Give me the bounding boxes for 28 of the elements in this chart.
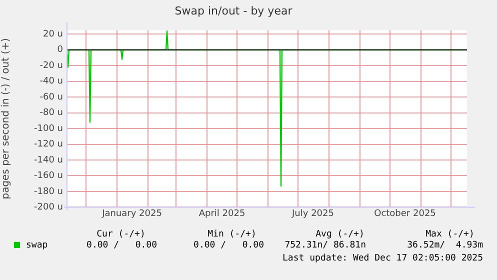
y-tick-label: -80 u [40, 108, 63, 118]
x-tick-label: April 2025 [198, 208, 246, 219]
y-tick-label: -20 u [40, 60, 63, 71]
legend-label: swap [26, 240, 48, 250]
y-tick-label: -120 u [34, 140, 63, 150]
y-tick-label: -160 u [34, 171, 63, 182]
y-tick-label: -140 u [34, 155, 63, 166]
y-tick-label: -180 u [34, 186, 63, 197]
y-axis-title: pages per second in (-) / out (+) [0, 38, 12, 200]
text: 0.00 / 0.00 [86, 240, 157, 250]
text: 752.31n/ 86.81n [284, 240, 366, 250]
x-tick-label: July 2025 [291, 208, 334, 219]
x-tick-label: January 2025 [101, 208, 162, 219]
text: 36.52m/ 4.93m [407, 240, 483, 250]
text: Max (-/+) [426, 229, 474, 240]
y-tick-label: -100 u [34, 124, 63, 134]
text: Avg (-/+) [316, 229, 364, 240]
y-tick-label: -200 u [34, 202, 63, 213]
text: Min (-/+) [208, 229, 256, 240]
text: 0.00 / 0.00 [194, 240, 264, 250]
chart-title: Swap in/out - by year [174, 4, 293, 18]
text: Last update: Wed Dec 17 02:05:00 2025 [282, 253, 483, 264]
y-tick-label: -40 u [40, 76, 63, 87]
y-tick-label: -60 u [40, 92, 63, 102]
y-tick-label: 0 [57, 45, 64, 56]
y-tick-label: 20 u [42, 29, 63, 40]
text: Cur (-/+) [96, 229, 146, 240]
x-tick-label: October 2025 [374, 208, 436, 219]
